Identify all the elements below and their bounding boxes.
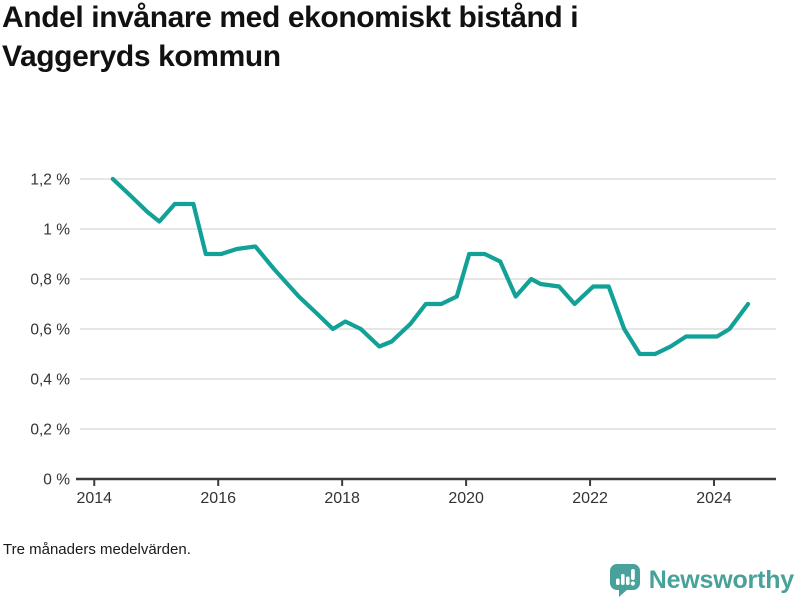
chart-footnote: Tre månaders medelvärden. — [3, 541, 191, 558]
data-line-series — [110, 176, 751, 357]
y-tick-label: 0,6 % — [30, 322, 70, 339]
x-tick-label: 2014 — [76, 490, 112, 507]
x-tick-label: 2018 — [324, 490, 360, 507]
y-tick-label: 0,4 % — [30, 372, 70, 389]
newsworthy-logo: Newsworthy — [608, 562, 794, 598]
y-tick-label: 1,2 % — [30, 172, 70, 189]
x-tick-label: 2020 — [448, 490, 484, 507]
x-tick-label: 2024 — [696, 490, 732, 507]
chart-title: Andel invånare med ekonomiskt bistånd i … — [2, 1, 579, 73]
y-tick-label: 0 % — [43, 472, 70, 489]
y-tick-label: 0,2 % — [30, 422, 70, 439]
newsworthy-wordmark: Newsworthy — [648, 565, 794, 594]
y-tick-label: 0,8 % — [30, 272, 70, 289]
y-tick-label: 1 % — [43, 222, 70, 239]
line-chart: 0 % 0,2 % 0,4 % 0,6 % 0,8 % 1 % 1,2 % 2014 2016 2… — [30, 172, 776, 507]
x-tick-label: 2022 — [572, 490, 608, 507]
x-tick-label: 2016 — [200, 490, 236, 507]
newsworthy-bubble-chart-icon — [609, 564, 640, 597]
